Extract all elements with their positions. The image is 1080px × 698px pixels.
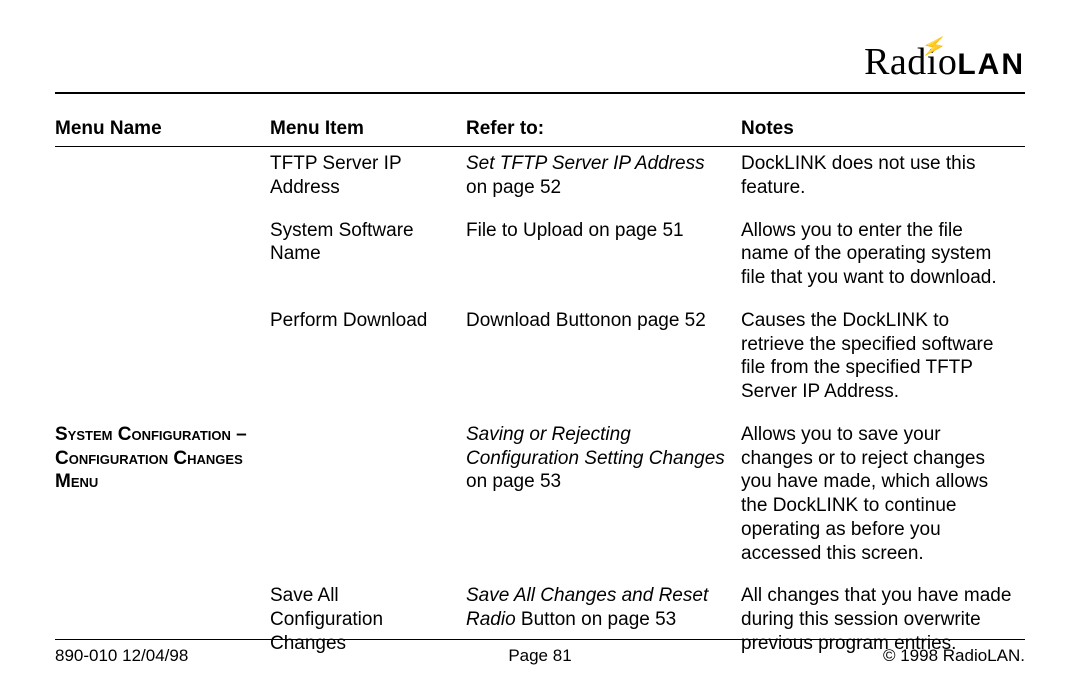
col-refer-to: Refer to: [466,112,741,147]
col-notes: Notes [741,112,1025,147]
refer-rest: Button on page 53 [516,609,677,630]
header-rule [55,92,1025,94]
table-row: TFTP Server IP Address Set TFTP Server I… [55,147,1025,214]
col-menu-item: Menu Item [270,112,466,147]
brand-part2: LAN [957,48,1025,81]
cell-menu-name: System Configuration – Configuration Cha… [55,418,270,580]
cell-menu-name [55,214,270,304]
table-header-row: Menu Name Menu Item Refer to: Notes [55,112,1025,147]
footer-page-number: Page 81 [378,646,701,666]
cell-refer-to: Download Buttonon page 52 [466,304,741,418]
footer-rule [55,639,1025,640]
reference-table: Menu Name Menu Item Refer to: Notes TFTP… [55,112,1025,670]
cell-notes: DockLINK does not use this feature. [741,147,1025,214]
cell-refer-to: File to Upload on page 51 [466,214,741,304]
cell-notes: Allows you to enter the file name of the… [741,214,1025,304]
page-footer: 890-010 12/04/98 Page 81 © 1998 RadioLAN… [55,646,1025,666]
col-menu-name: Menu Name [55,112,270,147]
refer-rest: on page 52 [466,177,561,198]
brand-logo: ⚡ RadioLAN [864,40,1025,84]
cell-menu-name [55,147,270,214]
cell-menu-item: System Software Name [270,214,466,304]
refer-italic: Saving or Rejecting Configuration Settin… [466,424,725,469]
lightning-icon: ⚡ [919,32,949,62]
table-row: System Configuration – Configuration Cha… [55,418,1025,580]
cell-menu-item [270,418,466,580]
cell-notes: Causes the DockLINK to retrieve the spec… [741,304,1025,418]
refer-italic: Set TFTP Server IP Address [466,153,705,174]
table-row: Perform Download Download Buttonon page … [55,304,1025,418]
table-row: System Software Name File to Upload on p… [55,214,1025,304]
footer-copyright: © 1998 RadioLAN. [702,646,1025,666]
cell-menu-item: TFTP Server IP Address [270,147,466,214]
footer-doc-id: 890-010 12/04/98 [55,646,378,666]
cell-notes: Allows you to save your changes or to re… [741,418,1025,580]
header-logo-wrap: ⚡ RadioLAN [55,40,1025,84]
cell-menu-item: Perform Download [270,304,466,418]
cell-menu-name [55,304,270,418]
refer-rest: on page 53 [466,471,561,492]
cell-refer-to: Set TFTP Server IP Address on page 52 [466,147,741,214]
cell-refer-to: Saving or Rejecting Configuration Settin… [466,418,741,580]
